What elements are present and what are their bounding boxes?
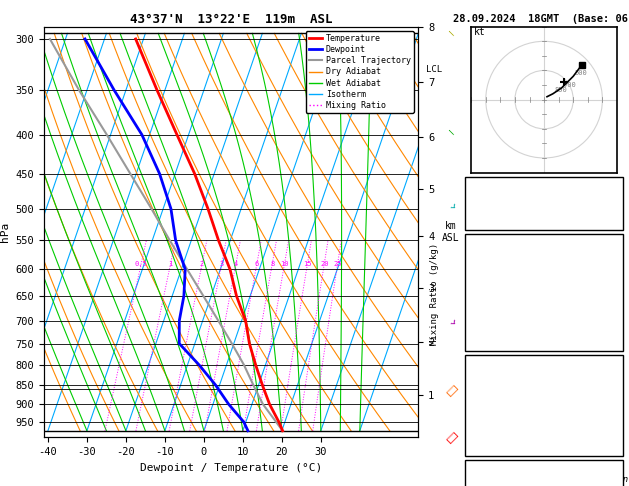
Text: 1: 1 [169,261,173,267]
Text: 50: 50 [606,336,618,346]
Text: CAPE (J): CAPE (J) [470,320,518,330]
Text: —: — [445,125,457,137]
Text: 69: 69 [606,425,618,435]
Text: 317: 317 [600,393,618,403]
Text: 20: 20 [320,261,328,267]
Text: CIN (J): CIN (J) [470,336,512,346]
Text: 45: 45 [606,199,618,209]
Text: 6: 6 [255,261,259,267]
Text: ≫: ≫ [443,430,459,445]
Text: Surface: Surface [523,240,565,250]
Text: 28.09.2024  18GMT  (Base: 06): 28.09.2024 18GMT (Base: 06) [454,14,629,24]
Text: 500: 500 [575,70,587,76]
Text: CIN (J): CIN (J) [470,441,512,451]
Text: θᴇ(K): θᴇ(K) [470,288,500,298]
Text: 10: 10 [281,261,289,267]
Text: 2: 2 [612,304,618,314]
Text: PW (cm): PW (cm) [470,215,512,225]
Text: Dewp (°C): Dewp (°C) [470,272,524,282]
X-axis label: Dewpoint / Temperature (°C): Dewpoint / Temperature (°C) [140,463,322,473]
Text: 2: 2 [200,261,204,267]
Text: —: — [445,27,457,38]
Text: 15: 15 [303,261,312,267]
Text: 3: 3 [220,261,224,267]
Text: Temp (°C): Temp (°C) [470,256,524,266]
Legend: Temperature, Dewpoint, Parcel Trajectory, Dry Adiabat, Wet Adiabat, Isotherm, Mi: Temperature, Dewpoint, Parcel Trajectory… [306,31,414,113]
Text: 1.82: 1.82 [594,215,618,225]
Text: 2: 2 [612,409,618,419]
Text: ›: › [443,316,459,331]
Text: 25: 25 [333,261,342,267]
Text: © weatheronline.co.uk: © weatheronline.co.uk [569,474,629,484]
Text: Lifted Index: Lifted Index [470,304,542,314]
Text: 24: 24 [606,183,618,193]
Text: 8: 8 [270,261,274,267]
Text: 850: 850 [554,87,567,93]
Text: 50: 50 [606,441,618,451]
Text: ›: › [443,200,459,216]
Text: 11.3: 11.3 [594,272,618,282]
Text: Pressure (mb): Pressure (mb) [470,377,548,387]
Y-axis label: hPa: hPa [0,222,10,242]
Text: K: K [470,183,476,193]
Text: 700: 700 [563,82,576,87]
Text: kt: kt [474,28,486,37]
Text: 69: 69 [606,320,618,330]
Text: -100: -100 [594,482,618,486]
Title: 43°37'N  13°22'E  119m  ASL: 43°37'N 13°22'E 119m ASL [130,13,332,26]
Text: 998: 998 [600,377,618,387]
Text: θᴇ (K): θᴇ (K) [470,393,506,403]
Text: EH: EH [470,482,482,486]
Text: 0.5: 0.5 [135,261,148,267]
Text: CAPE (J): CAPE (J) [470,425,518,435]
Text: 317: 317 [600,288,618,298]
Y-axis label: km
ASL: km ASL [442,221,460,243]
Text: LCL: LCL [426,65,442,74]
Text: Lifted Index: Lifted Index [470,409,542,419]
Text: 4: 4 [234,261,238,267]
Text: Most Unstable: Most Unstable [505,361,583,371]
Text: Hodograph: Hodograph [517,466,571,476]
Text: ≫: ≫ [443,383,459,398]
Text: 20.2: 20.2 [594,256,618,266]
Text: Totals Totals: Totals Totals [470,199,548,209]
Text: Mixing Ratio (g/kg): Mixing Ratio (g/kg) [430,243,438,345]
